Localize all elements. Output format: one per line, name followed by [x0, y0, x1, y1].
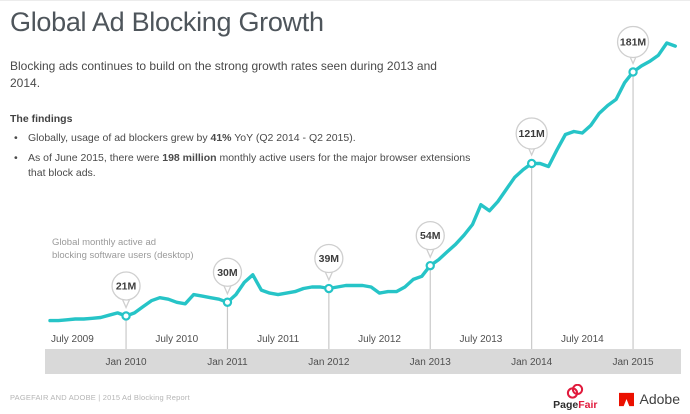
point-marker-39M — [324, 283, 334, 294]
findings-section: The findings Globally, usage of ad block… — [10, 113, 530, 187]
axis-label-jan: Jan 2010 — [105, 357, 147, 368]
page-title: Global Ad Blocking Growth — [10, 7, 324, 37]
callout-value: 181M — [620, 36, 647, 48]
findings-list: Globally, usage of ad blockers grew by 4… — [10, 131, 530, 182]
footer: PAGEFAIR AND ADOBE | 2015 Ad Blocking Re… — [10, 383, 680, 411]
pagefair-wordmark: PageFair — [553, 398, 598, 411]
page-subtitle: Blocking ads continues to build on the s… — [10, 59, 437, 90]
finding-item: As of June 2015, there were 198 million … — [10, 151, 530, 181]
callout-value: 21M — [116, 280, 137, 292]
axis-label-july: July 2009 — [51, 334, 94, 345]
point-marker-54M — [425, 260, 435, 271]
pagefair-rings-icon — [567, 383, 584, 399]
point-marker-30M — [222, 297, 233, 307]
axis-label-jan: Jan 2012 — [308, 357, 350, 368]
axis-label-jan: Jan 2011 — [207, 357, 248, 368]
callout-bubble-21M — [111, 271, 141, 301]
callout-value: 39M — [319, 253, 340, 265]
axis-label-july: July 2012 — [358, 334, 401, 345]
adobe-wordmark: Adobe — [639, 391, 680, 407]
trend-line — [48, 41, 677, 323]
x-axis-band — [45, 349, 681, 374]
axis-label-july: July 2013 — [460, 334, 503, 345]
findings-heading: The findings — [10, 113, 73, 125]
pagefair-word-dark: Page — [553, 398, 579, 411]
point-marker-21M — [121, 311, 131, 321]
axis-label-jan: Jan 2015 — [612, 357, 654, 368]
axis-label-july: July 2014 — [561, 334, 604, 345]
axis-label-jan: Jan 2013 — [410, 357, 452, 368]
pagefair-logo: PageFair — [553, 383, 598, 411]
adobe-logo: Adobe — [618, 391, 680, 410]
chart-note: Global monthly active ad blocking softwa… — [52, 237, 194, 261]
footer-credit: PAGEFAIR AND ADOBE | 2015 Ad Blocking Re… — [10, 393, 190, 402]
callout-value: 30M — [217, 267, 238, 279]
callout-bubble-54M — [415, 220, 445, 251]
point-marker-181M — [628, 67, 638, 77]
footer-logos: PageFair Adobe — [553, 383, 680, 411]
finding-item: Globally, usage of ad blockers grew by 4… — [10, 131, 530, 146]
callout-bubble-30M — [212, 257, 243, 287]
adobe-a-icon — [618, 392, 634, 406]
pagefair-word-red: Fair — [578, 398, 598, 411]
axis-label-jan: Jan 2014 — [511, 357, 553, 368]
axis-label-july: July 2011 — [257, 334, 300, 345]
callout-bubble-181M — [616, 25, 650, 59]
axis-label-july: July 2010 — [155, 334, 198, 345]
callout-bubble-39M — [314, 243, 344, 274]
callout-value: 54M — [420, 230, 441, 242]
